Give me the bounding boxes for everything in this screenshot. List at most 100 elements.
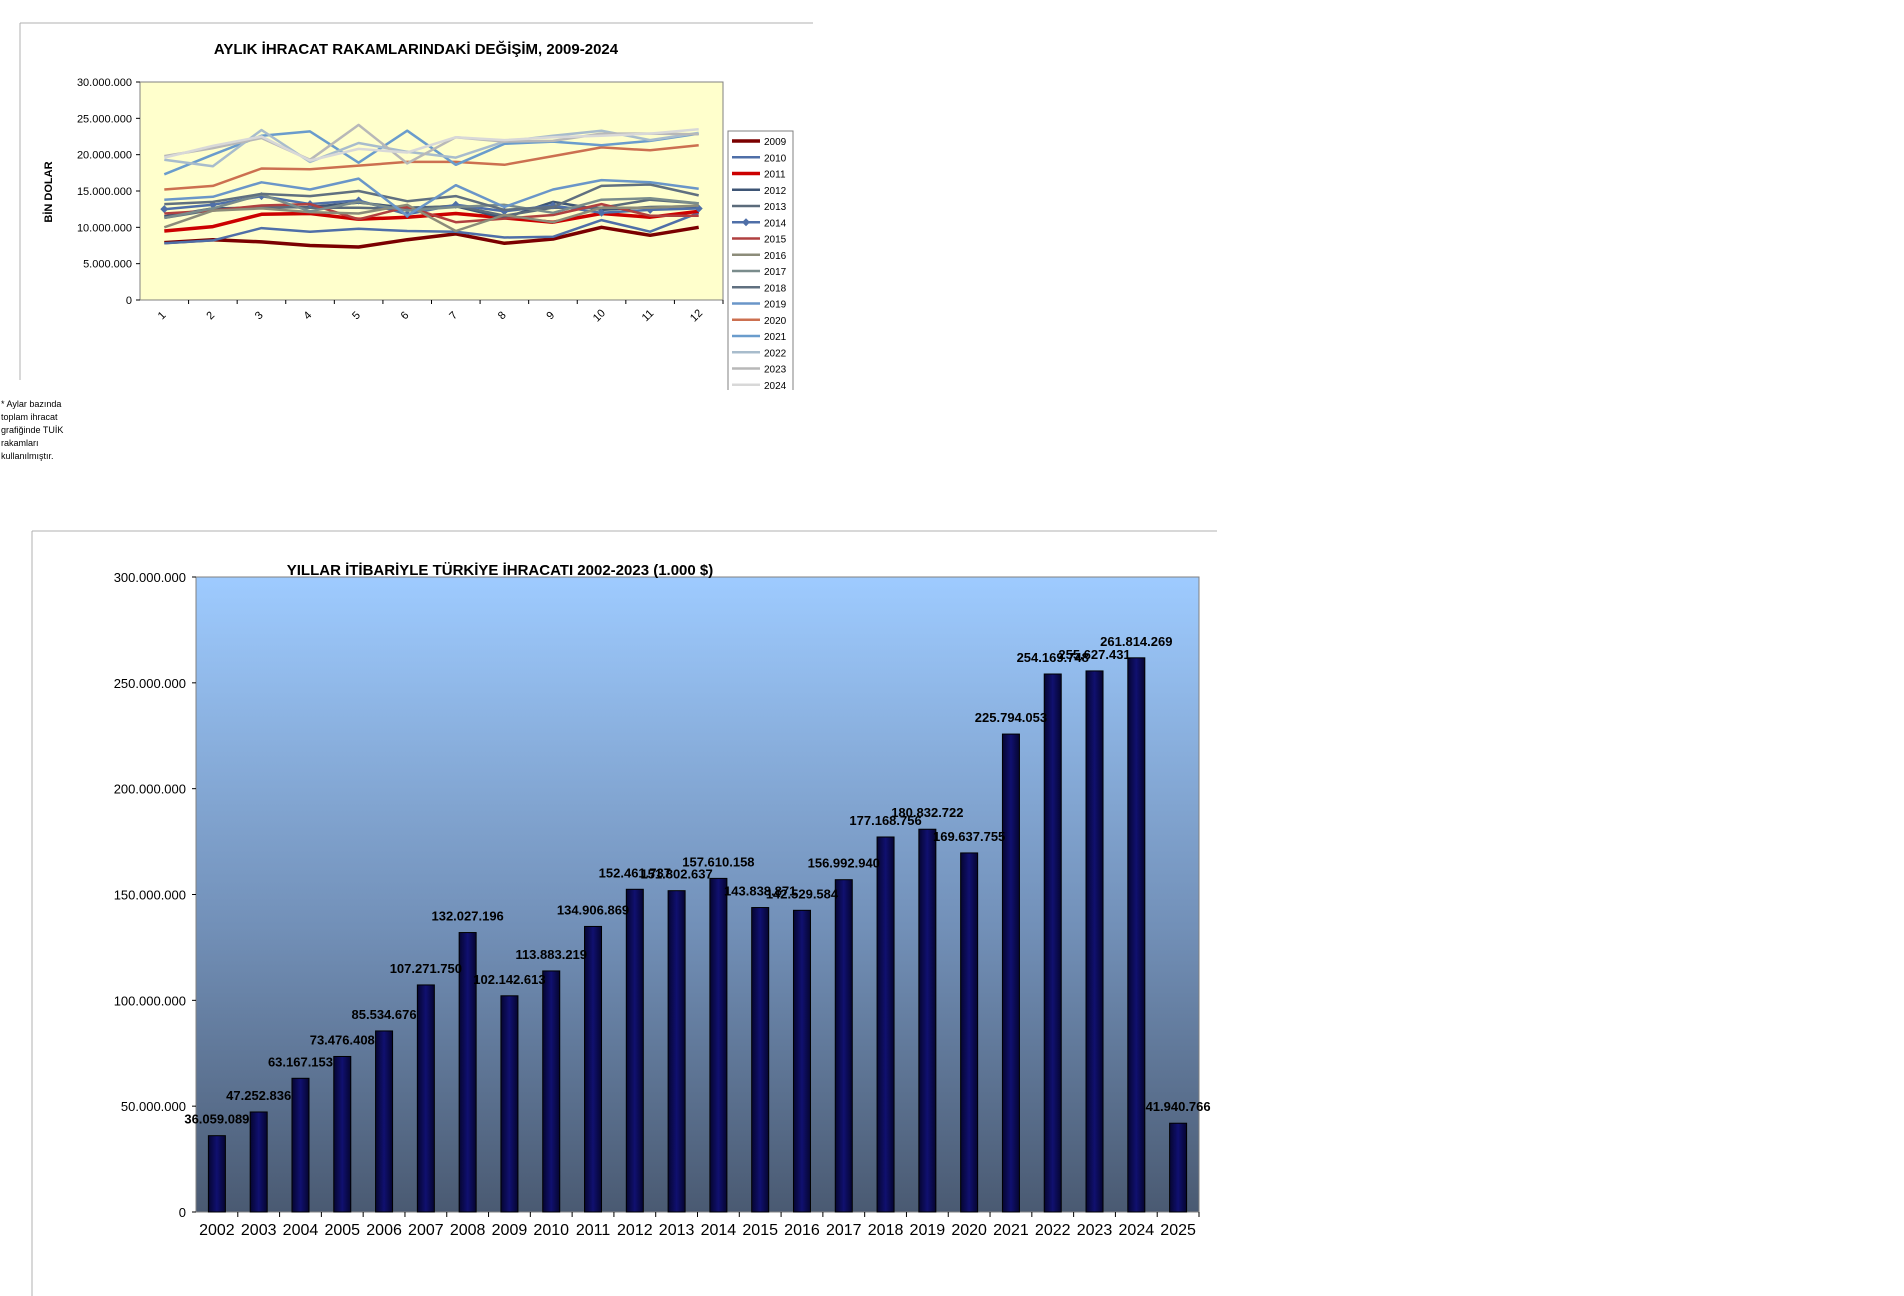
chart1-legend-label: 2014 bbox=[764, 218, 787, 229]
chart2-x-tick-label: 2019 bbox=[910, 1222, 946, 1239]
chart2-data-label: 177.168.756 bbox=[849, 813, 921, 828]
chart1-y-tick-label: 20.000.000 bbox=[77, 150, 132, 162]
chart2-x-tick-label: 2005 bbox=[324, 1222, 360, 1239]
chart2-data-label: 225.794.053 bbox=[975, 710, 1047, 725]
chart1-legend-label: 2018 bbox=[764, 283, 787, 294]
chart2-x-tick-label: 2013 bbox=[659, 1222, 695, 1239]
chart2-data-label: 255.627.431 bbox=[1058, 647, 1130, 662]
chart2-data-label: 132.027.196 bbox=[431, 909, 503, 924]
chart2-data-label: 180.832.722 bbox=[891, 805, 963, 820]
chart2-data-label: 85.534.676 bbox=[352, 1007, 417, 1022]
chart1-point-marker bbox=[597, 208, 606, 217]
chart2-bar-2006 bbox=[375, 1030, 394, 1213]
chart1-legend-label: 2023 bbox=[764, 365, 787, 376]
chart2-x-tick-label: 2008 bbox=[450, 1222, 486, 1239]
chart2-data-label: 107.271.750 bbox=[390, 961, 462, 976]
chart1-series-line-2024 bbox=[164, 127, 699, 162]
chart2-bar-2002 bbox=[207, 1135, 226, 1213]
chart2-bar-2016 bbox=[792, 909, 811, 1213]
chart2-bar-2007 bbox=[416, 984, 435, 1213]
chart2-x-tick-label: 2020 bbox=[951, 1222, 987, 1239]
chart1-x-tick-label: 2 bbox=[204, 309, 217, 322]
chart2-x-tick-label: 2007 bbox=[408, 1222, 444, 1239]
chart2-bar-2014 bbox=[709, 877, 728, 1213]
chart1-y-tick-label: 25.000.000 bbox=[77, 113, 132, 125]
chart2-x-tick-label: 2012 bbox=[617, 1222, 653, 1239]
chart2-bar-2003 bbox=[249, 1111, 268, 1213]
chart1-legend-label: 2016 bbox=[764, 251, 787, 262]
chart1-series-line-2022 bbox=[164, 128, 699, 168]
chart2-x-tick-label: 2024 bbox=[1119, 1222, 1155, 1239]
chart2-bar-2022 bbox=[1043, 673, 1062, 1213]
chart2-bar-2017 bbox=[834, 879, 853, 1213]
chart2-y-tick-label: 200.000.000 bbox=[114, 782, 186, 797]
chart1-legend-label: 2019 bbox=[764, 300, 787, 311]
chart2-y-tick-label: 0 bbox=[179, 1205, 186, 1220]
source-note: * Aylar bazında toplam ihracat grafiğind… bbox=[1, 399, 64, 461]
chart1-x-tick-label: 9 bbox=[544, 309, 557, 322]
chart2-data-label: 41.940.766 bbox=[1146, 1099, 1211, 1114]
chart1-legend-label: 2013 bbox=[764, 202, 787, 213]
chart2-x-tick-label: 2006 bbox=[366, 1222, 402, 1239]
chart1-y-tick-label: 10.000.000 bbox=[77, 222, 132, 234]
chart2-data-label: 36.059.089 bbox=[184, 1112, 249, 1127]
chart2-x-tick-label: 2014 bbox=[701, 1222, 737, 1239]
chart1-legend-label: 2012 bbox=[764, 186, 787, 197]
chart1-title: AYLIK İHRACAT RAKAMLARINDAKİ DEĞİŞİM, 20… bbox=[214, 40, 619, 58]
chart1-series-line-2016 bbox=[163, 203, 699, 233]
chart2-data-label: 142.529.584 bbox=[766, 886, 839, 901]
chart2-bar-2019 bbox=[918, 828, 937, 1213]
chart2-bars bbox=[207, 657, 1188, 1213]
chart1-series-line-2015 bbox=[164, 202, 699, 224]
chart1-series-line-2020 bbox=[164, 143, 699, 191]
chart2-data-label: 113.883.219 bbox=[515, 947, 587, 962]
chart1-legend-label: 2024 bbox=[764, 381, 787, 390]
chart2-x-tick-label: 2003 bbox=[241, 1222, 277, 1239]
chart1-legend-label: 2010 bbox=[764, 153, 787, 164]
chart2-y-tick-label: 150.000.000 bbox=[114, 888, 186, 903]
chart2-x-tick-label: 2023 bbox=[1077, 1222, 1113, 1239]
chart2-x-tick-label: 2010 bbox=[533, 1222, 569, 1239]
chart2-x-tick-label: 2021 bbox=[993, 1222, 1029, 1239]
chart1-series-line-2019 bbox=[164, 177, 699, 217]
chart2-x-tick-label: 2011 bbox=[576, 1222, 611, 1239]
chart2-bar-2020 bbox=[960, 852, 979, 1213]
chart2-data-label: 152.461.737 bbox=[599, 865, 671, 880]
chart1-series-line-2009 bbox=[164, 225, 699, 249]
chart1-x-tick-label: 5 bbox=[350, 309, 363, 322]
chart1-legend-label: 2022 bbox=[764, 348, 787, 359]
chart2-data-label: 254.169.748 bbox=[1017, 650, 1089, 665]
chart1-x-tick-label: 6 bbox=[399, 309, 412, 322]
chart1-series-line-2010 bbox=[164, 211, 700, 245]
chart2-x-tick-label: 2009 bbox=[492, 1222, 528, 1239]
chart2-data-labels: 36.059.089 47.252.836 63.167.153 73.476.408… bbox=[184, 634, 1210, 1127]
chart2-x-tick-label: 2015 bbox=[742, 1222, 778, 1239]
chart2-bar-2023 bbox=[1085, 670, 1104, 1213]
chart1-y-tick-label: 5.000.000 bbox=[83, 259, 132, 271]
chart2-data-label: 73.476.408 bbox=[310, 1032, 375, 1047]
chart1-legend-marker bbox=[742, 218, 750, 227]
chart2-bar-2025 bbox=[1169, 1122, 1188, 1213]
chart2-bar-2013 bbox=[667, 890, 686, 1213]
chart2-data-label: 169.637.755 bbox=[933, 829, 1005, 844]
chart1-series-line-2017 bbox=[164, 193, 699, 220]
chart1-y-tick-label: 0 bbox=[126, 295, 132, 307]
chart2-bar-2024 bbox=[1127, 657, 1146, 1213]
chart2-bar-2008 bbox=[458, 932, 477, 1213]
chart1-legend-label: 2020 bbox=[764, 316, 787, 327]
chart2-bar-2010 bbox=[542, 970, 561, 1213]
chart2-data-label: 63.167.153 bbox=[268, 1054, 333, 1069]
chart1-legend-label: 2017 bbox=[764, 267, 787, 278]
chart1-legend: 2009 2010 2011 2012 2013 2014 2015 2016 2017 2018… bbox=[727, 130, 794, 390]
chart2-x-tick-label: 2018 bbox=[868, 1222, 904, 1239]
chart2-x-tick-label: 2022 bbox=[1035, 1222, 1071, 1239]
chart1-series-line-2023 bbox=[164, 123, 699, 165]
chart2-y-tick-label: 250.000.000 bbox=[114, 676, 186, 691]
chart2-title: YILLAR İTİBARİYLE TÜRKİYE İHRACATI 2002-… bbox=[287, 562, 714, 579]
chart2-data-label: 134.906.869 bbox=[557, 902, 629, 917]
chart2-bar-2005 bbox=[333, 1055, 352, 1213]
chart2-bar-2021 bbox=[1001, 733, 1020, 1213]
chart1-legend-label: 2009 bbox=[764, 137, 787, 148]
chart2-data-label: 261.814.269 bbox=[1100, 634, 1172, 649]
chart1-y-tick-label: 30.000.000 bbox=[77, 77, 132, 89]
